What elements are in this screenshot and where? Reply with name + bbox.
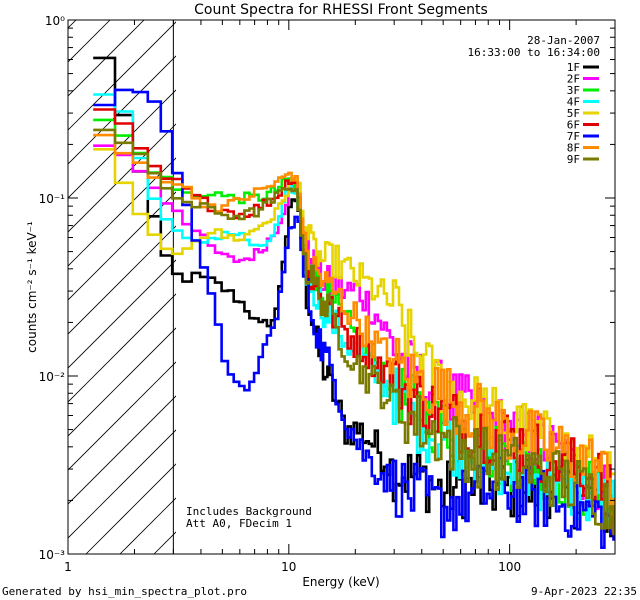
generated-by-label: Generated by hsi_min_spectra_plot.pro: [2, 585, 247, 598]
legend-label-4F: 4F: [567, 96, 580, 109]
hatched-region: [68, 20, 176, 554]
date-label: 28-Jan-2007: [527, 34, 600, 47]
legend-label-8F: 8F: [567, 142, 580, 155]
legend-label-5F: 5F: [567, 107, 580, 120]
date-stamp-label: 9-Apr-2023 22:35: [531, 585, 637, 598]
series-5F-line: [93, 148, 615, 509]
chart-title: Count Spectra for RHESSI Front Segments: [194, 2, 488, 18]
legend-label-9F: 9F: [567, 153, 580, 166]
y-tick-label: 10⁻¹: [39, 192, 66, 206]
hatch-line: [68, 395, 176, 505]
x-axis-label: Energy (keV): [302, 575, 379, 589]
series-1F-line: [93, 56, 615, 538]
hatch-line: [68, 21, 176, 131]
hatch-line: [68, 55, 176, 165]
y-tick-label: 10⁰: [45, 14, 65, 28]
series-6F-line: [93, 108, 615, 524]
y-tick-label: 10⁻²: [39, 370, 66, 384]
hatch-line: [68, 191, 176, 301]
hatch-line: [68, 429, 176, 539]
axis-ticks: 1 10 100 10⁰ 10⁻¹ 10⁻² 10⁻³: [39, 14, 616, 574]
plot-frame: [67, 19, 616, 555]
hatch-line: [68, 225, 176, 335]
y-tick-label: 10⁻³: [39, 548, 66, 562]
legend-label-2F: 2F: [567, 73, 580, 86]
series-9F-line: [93, 128, 615, 536]
hatch-line: [68, 259, 176, 369]
series-layer: [93, 56, 615, 549]
legend-label-3F: 3F: [567, 84, 580, 97]
legend-label-6F: 6F: [567, 119, 580, 132]
annotation-background: Includes Background: [186, 505, 312, 518]
series-8F-line: [93, 133, 615, 516]
time-range-label: 16:33:00 to 16:34:00: [468, 46, 600, 59]
legend-label-7F: 7F: [567, 130, 580, 143]
x-tick-label: 1: [64, 560, 72, 574]
x-tick-label: 10: [281, 560, 296, 574]
y-axis-label: counts cm⁻² s⁻¹ keV⁻¹: [25, 221, 39, 353]
annotation-attenuator: Att A0, FDecim 1: [186, 517, 292, 530]
legend-label-1F: 1F: [567, 61, 580, 74]
x-tick-label: 100: [498, 560, 521, 574]
hatch-line: [68, 20, 145, 97]
hatch-line: [68, 361, 176, 471]
